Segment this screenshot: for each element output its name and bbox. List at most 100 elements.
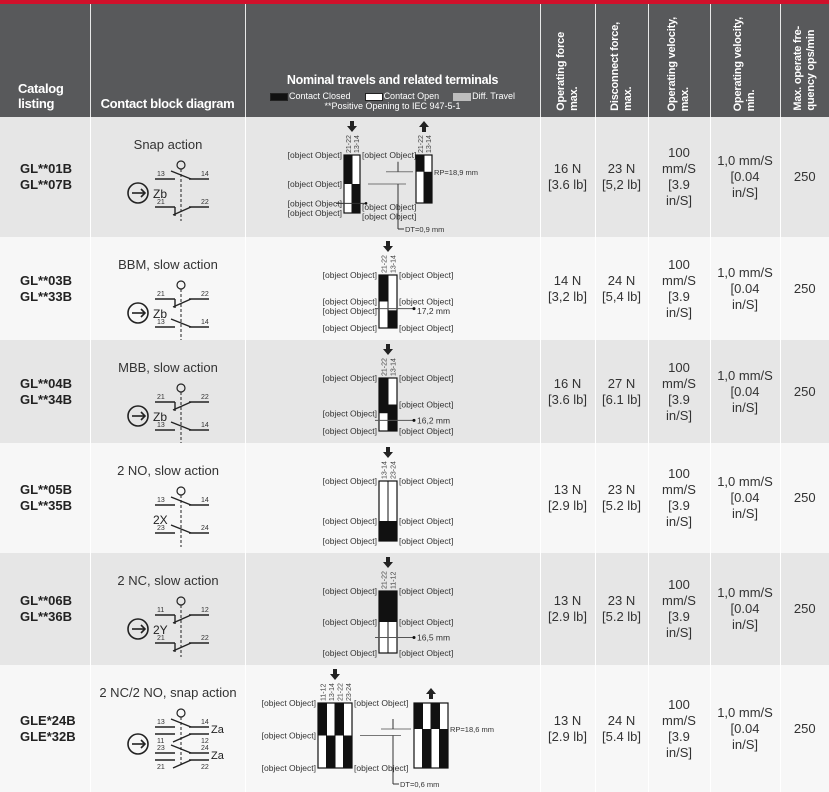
contact-block-table: Catalog listing Contact block diagram Nom…: [0, 4, 829, 792]
velocity-value: [0.04: [730, 169, 760, 184]
contact-blade: [172, 206, 191, 216]
max-frequency: 250: [779, 665, 829, 792]
velocity-value: 100: [668, 696, 690, 712]
travel-diagram-svg: 11-12 13-14 21-22 23-24[object Object][obje…: [261, 669, 493, 789]
contact-open-segment: [326, 703, 335, 736]
velocity-max: 100 mm/S [3.9 in/S]: [647, 443, 710, 553]
travel-marker-dot: [364, 202, 367, 205]
terminal-pair-label: 11-12: [390, 572, 397, 589]
travel-position-label: [object Object]: [399, 617, 453, 627]
header-max-frequency: Max. operate fre-quency ops/min: [779, 4, 829, 117]
operating-force: 13 N [2.9 lb]: [539, 665, 595, 792]
frequency-value: 250: [793, 280, 816, 296]
rp-label: RP=18,9 mm: [434, 168, 478, 177]
catalog-listing: GL**06B GL**36B: [0, 553, 90, 665]
travel-position-label: [object Object]: [399, 536, 453, 546]
terminal-pair-label: 21-22: [418, 135, 425, 153]
header-velocity-min: Operating velocity, min.: [709, 4, 780, 117]
force-lb: [2.9 lb]: [547, 728, 588, 744]
frequency-value: 250: [793, 169, 816, 184]
catalog-number: GL**05B: [20, 482, 73, 497]
terminal-pair-label: 21-22: [381, 571, 388, 589]
legend-open: Contact Open: [364, 91, 439, 101]
positive-opening-icon: [139, 739, 146, 749]
travel-diagram: 13-14 23-24 [object Object] [object Object]…: [244, 443, 540, 553]
terminal-number: 22: [201, 635, 209, 642]
terminal-number: 21: [157, 394, 165, 401]
travel-diagram-svg: 21-22 11-12[object Object][object Object]…: [322, 557, 453, 658]
force-n: 24 N: [607, 272, 636, 288]
velocity-value: [0.04: [730, 601, 760, 616]
force-lb: [3.6 lb]: [547, 391, 588, 407]
contact-open-segment: [439, 703, 448, 729]
positive-opening-icon: [139, 411, 146, 421]
velocity-max: 100 mm/S [3.9 in/S]: [647, 553, 710, 665]
velocity-value: 1,0 mm/S: [717, 367, 773, 383]
terminal-number: 24: [201, 745, 209, 752]
contact-blade: [170, 421, 191, 431]
terminal-pair-label: 13-14: [354, 135, 361, 153]
terminal-pair-label: 13-14: [390, 358, 397, 376]
travel-mm-label: [object Object]: [322, 586, 376, 596]
terminal-number: 13: [157, 497, 165, 504]
terminal-number: 24: [201, 525, 209, 532]
contact-open-segment: [378, 301, 388, 328]
contact-closed-segment: [317, 703, 326, 736]
velocity-value: mm/S: [662, 593, 696, 608]
terminal-number: 13: [157, 319, 165, 326]
contact-open-segment: [423, 155, 432, 172]
contact-open-segment: [334, 735, 343, 768]
travel-marker-dot: [412, 307, 415, 311]
contact-open-segment: [387, 275, 397, 311]
terminal-number: 14: [201, 171, 209, 178]
velocity-value: [0.04: [730, 720, 760, 736]
terminal-number: 21: [157, 199, 165, 206]
catalog-number: GL**07B: [20, 177, 73, 192]
terminal-number: 14: [201, 719, 209, 726]
travel-mm-label: [object Object]: [287, 179, 341, 189]
contact-block-diagram: MBB, slow action Zb 21 22 13 14: [89, 340, 245, 443]
force-lb: [5,2 lb]: [601, 177, 642, 192]
contact-open-segment: [415, 171, 424, 203]
operating-force: 16 N [3.6 lb]: [539, 340, 595, 443]
accent-bar: [0, 0, 829, 4]
contact-closed-segment: [378, 521, 388, 541]
header-contact-block: Contact block diagram: [89, 4, 245, 117]
travel-mm-label: [object Object]: [287, 150, 341, 160]
max-frequency: 250: [779, 237, 829, 340]
arrow-down-icon: [382, 344, 393, 355]
legend-closed: Contact Closed: [270, 91, 351, 101]
terminal-number: 23: [157, 745, 165, 752]
contact-label: Zb: [153, 410, 167, 424]
force-lb: [2.9 lb]: [547, 609, 588, 624]
velocity-min: 1,0 mm/S [0.04 in/S]: [709, 665, 780, 792]
travel-marker-dot: [412, 418, 415, 422]
header-catalog-listing: Catalog listing: [0, 4, 90, 117]
catalog-number: GL**34B: [20, 391, 73, 407]
actuator-icon: [175, 383, 186, 393]
contact-open-segment: [387, 481, 397, 521]
force-lb: [6.1 lb]: [601, 391, 642, 407]
force-n: 23 N: [607, 593, 636, 608]
contact-block-svg: BBM, slow action Zb 21 22 13 14: [118, 257, 217, 340]
arrow-up-icon: [425, 688, 436, 699]
actuator-icon: [175, 708, 186, 718]
travel-position-label: [object Object]: [399, 476, 453, 486]
velocity-value: 100: [668, 359, 690, 375]
travel-diagram: 21-22 11-12 [object Object] [object Object]…: [244, 553, 540, 665]
travel-mm-label: [object Object]: [261, 763, 315, 773]
force-n: 14 N: [553, 272, 582, 288]
operating-force: 14 N [3,2 lb]: [539, 237, 595, 340]
actuator-icon: [175, 160, 186, 170]
positive-opening-icon: [126, 618, 149, 640]
terminal-number: 14: [201, 497, 209, 504]
velocity-value: [3.9: [668, 177, 690, 192]
velocity-value: 1,0 mm/S: [717, 474, 773, 489]
terminal-number: 21: [157, 291, 165, 298]
velocity-min: 1,0 mm/S [0.04 in/S]: [709, 237, 780, 340]
travel-position-label: [object Object]: [399, 586, 453, 596]
travel-marker-label: 16,2 mm: [417, 415, 450, 425]
travel-position-label: [object Object]: [362, 212, 416, 222]
contact-blade: [172, 759, 191, 769]
catalog-listing: GL**05B GL**35B: [0, 443, 90, 553]
